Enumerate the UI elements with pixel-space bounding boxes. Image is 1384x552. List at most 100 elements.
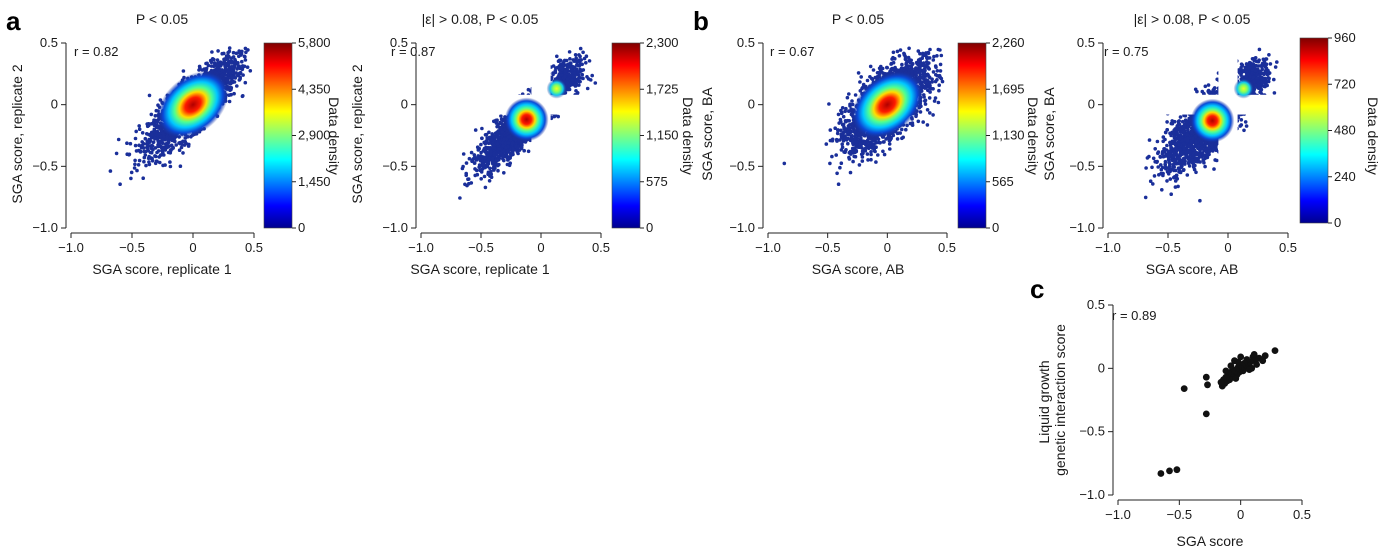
data-point [487, 179, 492, 183]
data-point [472, 161, 477, 165]
data-point [836, 112, 841, 117]
panel-a-left-scatter: P < 0.05 r = 0.82 −1.0 −0.5 0 0.5−1.0−0.500… [9, 11, 342, 277]
data-point [499, 114, 503, 118]
data-point [136, 163, 141, 167]
data-point [489, 149, 494, 153]
data-point [222, 59, 226, 64]
data-point [212, 61, 217, 65]
density-hotspot [157, 71, 229, 139]
data-point [214, 67, 219, 71]
data-point [215, 63, 219, 67]
panel-a-right-scatter: |ε| > 0.08, P < 0.05 r = 0.87 −1.0 −0.5 0 0… [349, 11, 696, 277]
data-point [243, 58, 248, 62]
data-point [140, 131, 145, 135]
data-point [152, 127, 157, 132]
data-point [587, 59, 592, 63]
data-point [500, 130, 505, 134]
data-point [581, 76, 585, 81]
data-point [232, 91, 236, 96]
data-point [160, 141, 165, 146]
data-point [473, 167, 477, 171]
data-point [132, 166, 137, 170]
data-point [572, 70, 577, 75]
chart-title: |ε| > 0.08, P < 0.05 [422, 11, 539, 27]
data-point [153, 136, 157, 141]
data-point [559, 65, 564, 70]
density-ellipse-secondary [546, 78, 567, 99]
data-point [236, 73, 241, 77]
data-point [169, 143, 174, 148]
data-point [118, 182, 122, 186]
data-point [224, 78, 229, 83]
data-point [502, 137, 506, 141]
data-point [838, 165, 842, 170]
data-point [142, 159, 146, 164]
data-point [904, 127, 908, 132]
data-point [234, 71, 238, 75]
data-point [114, 151, 119, 156]
data-point [565, 81, 570, 85]
y-tick-label: −0.5 [382, 158, 408, 173]
data-point [834, 153, 838, 157]
data-point [478, 158, 483, 162]
data-point [488, 166, 492, 171]
colorbar-tick-label: 0 [298, 220, 305, 235]
data-point [245, 65, 250, 69]
y-tick-label: 0.5 [390, 35, 408, 50]
data-point [477, 165, 482, 169]
data-point [129, 176, 133, 181]
data-point [147, 160, 151, 164]
x-tick-label: 0.5 [592, 240, 610, 255]
data-point [568, 82, 573, 87]
x-tick-label: −0.5 [119, 240, 145, 255]
data-point [241, 94, 245, 98]
data-point [836, 182, 841, 186]
y-tick-label: −1.0 [32, 220, 58, 235]
data-point [125, 141, 129, 145]
data-point [579, 68, 584, 73]
data-point [885, 65, 889, 70]
data-point [143, 136, 148, 141]
data-point [228, 71, 233, 75]
data-point [133, 136, 138, 141]
data-point [229, 65, 234, 69]
data-point [568, 73, 573, 77]
data-point [162, 153, 166, 157]
axes: −1.0 −0.5 0 0.5−1.0−0.500.5 [32, 35, 263, 255]
data-point [227, 46, 232, 50]
data-point [137, 158, 142, 163]
data-point [140, 140, 144, 144]
data-point [237, 50, 242, 55]
data-point [510, 140, 515, 145]
data-point [556, 114, 560, 119]
correlation-label: r = 0.82 [74, 44, 118, 59]
colorbar-gradient [263, 42, 293, 229]
data-point [244, 50, 248, 55]
data-point [496, 163, 500, 167]
data-point [847, 92, 851, 96]
data-point [577, 83, 581, 87]
data-point [481, 162, 486, 167]
colorbar-label: Data density [326, 97, 342, 175]
data-point [173, 139, 177, 144]
data-point [231, 50, 236, 55]
data-point [147, 137, 151, 142]
data-point [568, 57, 572, 61]
data-point [937, 83, 941, 87]
data-point [839, 119, 843, 124]
data-point [572, 59, 577, 64]
data-point [478, 168, 482, 173]
data-point [241, 73, 245, 77]
panel-letter-b: b [693, 6, 709, 36]
data-point [212, 64, 216, 69]
data-point [931, 113, 935, 117]
data-point [555, 54, 559, 59]
data-point [473, 173, 478, 178]
data-point [497, 147, 502, 151]
x-axis-label: SGA score, replicate 1 [92, 261, 232, 277]
data-point [129, 170, 134, 175]
data-point [216, 49, 220, 53]
data-point [840, 142, 844, 146]
